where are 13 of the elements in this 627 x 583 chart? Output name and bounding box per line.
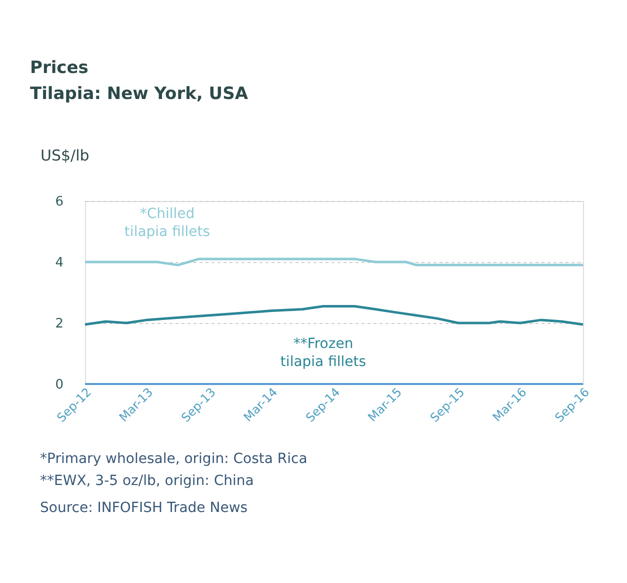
text: **EWX, 3-5 oz/lb, origin: China bbox=[40, 473, 254, 489]
chart-subtitle: Tilapia: New York, USA bbox=[30, 84, 249, 104]
source-note: Source: INFOFISH Trade News bbox=[40, 500, 248, 516]
y-tick-label: 4 bbox=[55, 256, 64, 270]
y-tick-label: 0 bbox=[55, 378, 64, 392]
series-label: *Chilled tilapia fillets bbox=[124, 206, 210, 240]
y-tick-label: 2 bbox=[55, 316, 64, 332]
chart-title: Prices bbox=[30, 58, 88, 78]
y-axis-title: US$/lb bbox=[40, 146, 90, 164]
series-label: **Frozen tilapia fillets bbox=[280, 336, 366, 370]
text: *Primary wholesale, origin: Costa Rica bbox=[40, 451, 308, 467]
y-tick-label: 6 bbox=[55, 194, 64, 210]
line-series bbox=[84, 304, 584, 326]
